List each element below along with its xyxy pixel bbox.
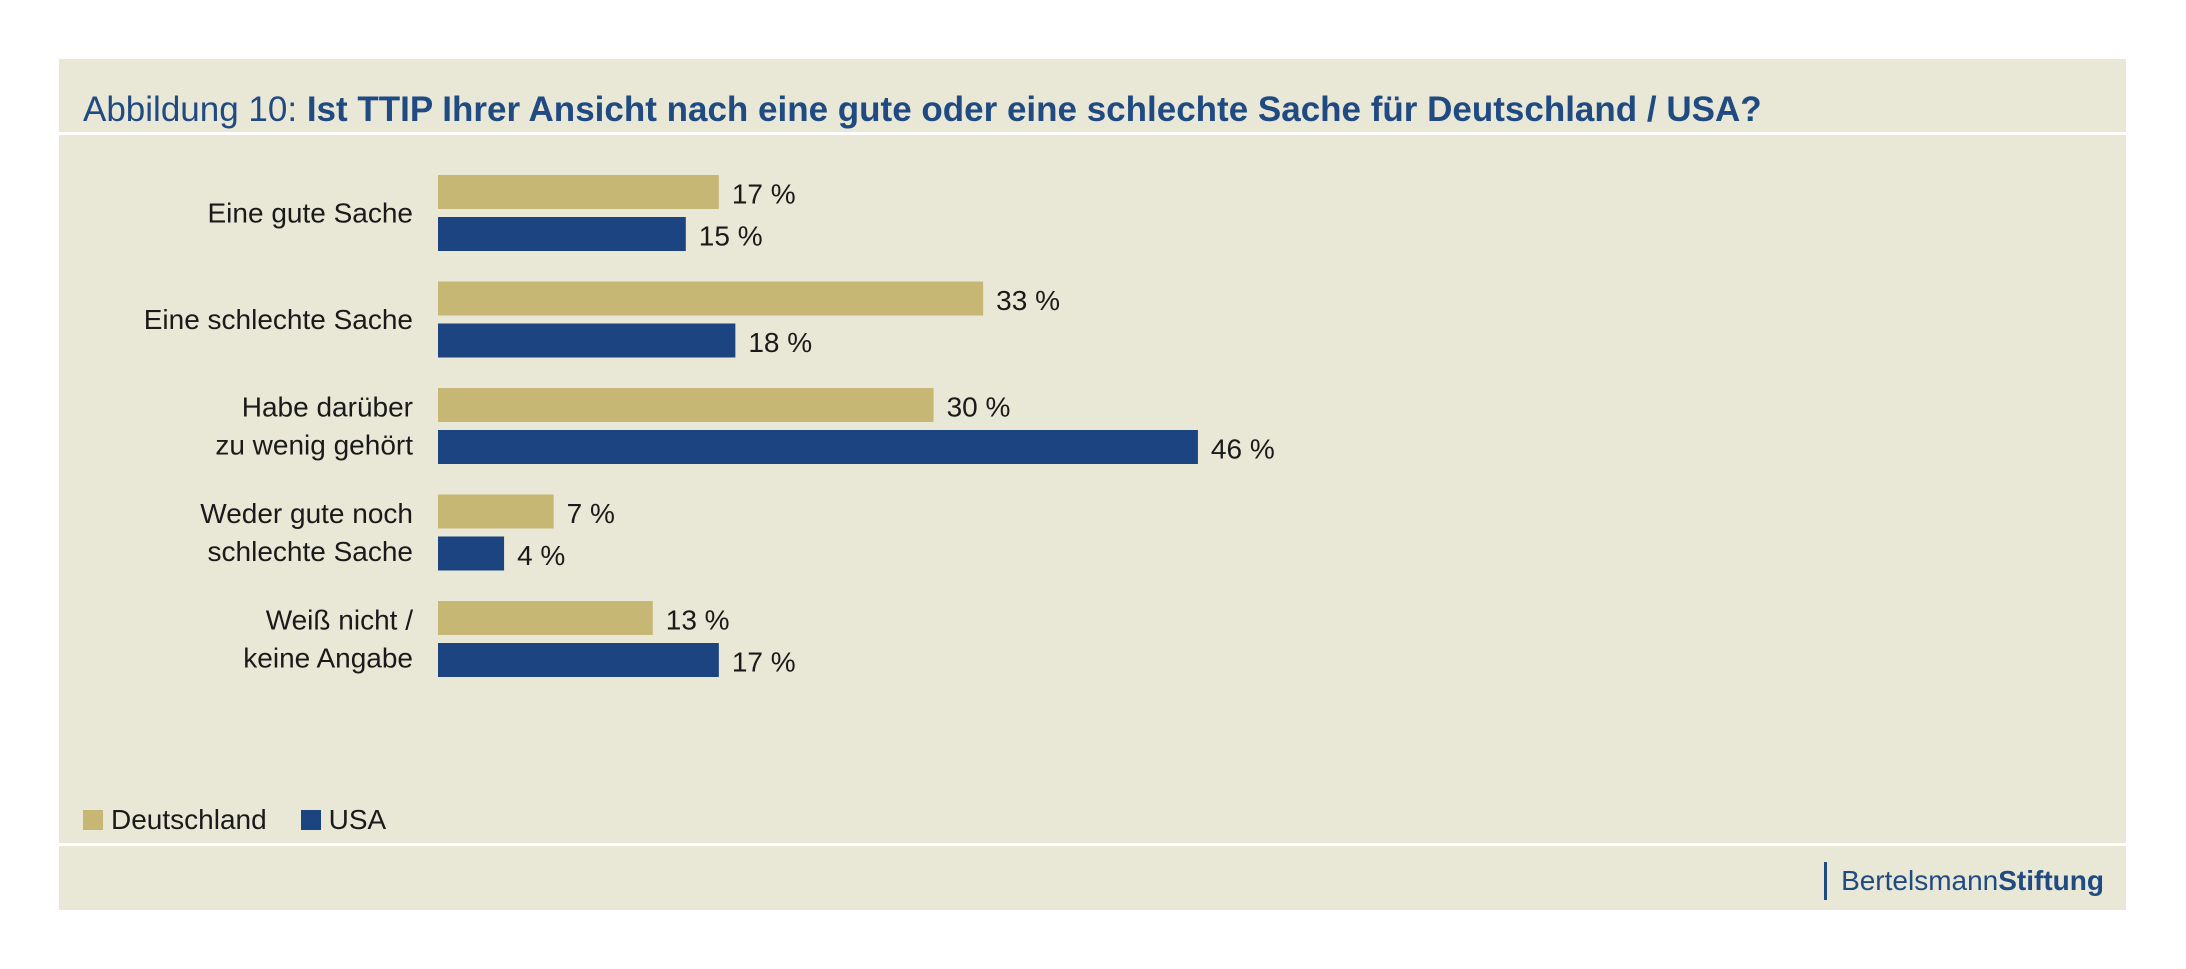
footer-divider <box>59 843 2126 846</box>
bar-deutschland <box>438 388 934 422</box>
title-main: Ist TTIP Ihrer Ansicht nach eine gute od… <box>306 90 1762 129</box>
logo-text-part1: Bertelsmann <box>1841 865 1999 896</box>
data-label-deutschland: 30 % <box>947 392 1011 423</box>
legend-item-usa: USA <box>300 804 387 836</box>
data-label-usa: 15 % <box>699 221 763 252</box>
bar-deutschland <box>438 601 653 635</box>
logo-text-part2: Stiftung <box>1998 865 2104 896</box>
bertelsmann-stiftung-logo: Bertelsmann Stiftung <box>1824 862 2104 900</box>
data-label-deutschland: 17 % <box>732 179 796 210</box>
legend: Deutschland USA <box>83 800 420 840</box>
chart-title: Abbildung 10: Ist TTIP Ihrer Ansicht nac… <box>83 79 1762 141</box>
data-label-deutschland: 33 % <box>996 285 1060 316</box>
bar-chart: Eine gute Sache 17 % 15 % Eine schlechte Sa… <box>144 175 1275 678</box>
bar-usa <box>438 217 686 251</box>
legend-label-usa: USA <box>328 804 387 835</box>
category-label: Weder gute noch <box>200 498 413 529</box>
category-label: Weiß nicht / <box>266 605 414 636</box>
data-label-usa: 4 % <box>517 540 565 571</box>
bar-deutschland <box>438 281 984 316</box>
bar-usa <box>438 323 736 358</box>
chart-panel: Abbildung 10: Ist TTIP Ihrer Ansicht nac… <box>59 59 2126 910</box>
data-label-deutschland: 13 % <box>666 605 730 636</box>
bar-usa <box>438 643 719 677</box>
bar-deutschland <box>438 494 554 529</box>
title-prefix: Abbildung 10: <box>83 90 298 129</box>
data-label-usa: 18 % <box>748 327 812 358</box>
category-label: Eine gute Sache <box>208 198 414 229</box>
legend-swatch-deutschland <box>83 810 103 830</box>
bar-deutschland <box>438 175 719 209</box>
title-divider <box>59 132 2126 135</box>
data-label-deutschland: 7 % <box>567 498 615 529</box>
category-label: keine Angabe <box>243 643 413 674</box>
legend-item-deutschland: Deutschland <box>83 804 267 836</box>
bar-usa <box>438 430 1198 464</box>
category-label: Eine schlechte Sache <box>144 304 413 335</box>
data-label-usa: 17 % <box>732 647 796 678</box>
category-label: Habe darüber <box>242 392 413 423</box>
category-label: zu wenig gehört <box>215 430 413 461</box>
bar-usa <box>438 536 505 571</box>
category-label: schlechte Sache <box>208 536 413 567</box>
data-label-usa: 46 % <box>1211 434 1275 465</box>
legend-swatch-usa <box>300 810 321 830</box>
legend-label-deutschland: Deutschland <box>111 804 267 835</box>
